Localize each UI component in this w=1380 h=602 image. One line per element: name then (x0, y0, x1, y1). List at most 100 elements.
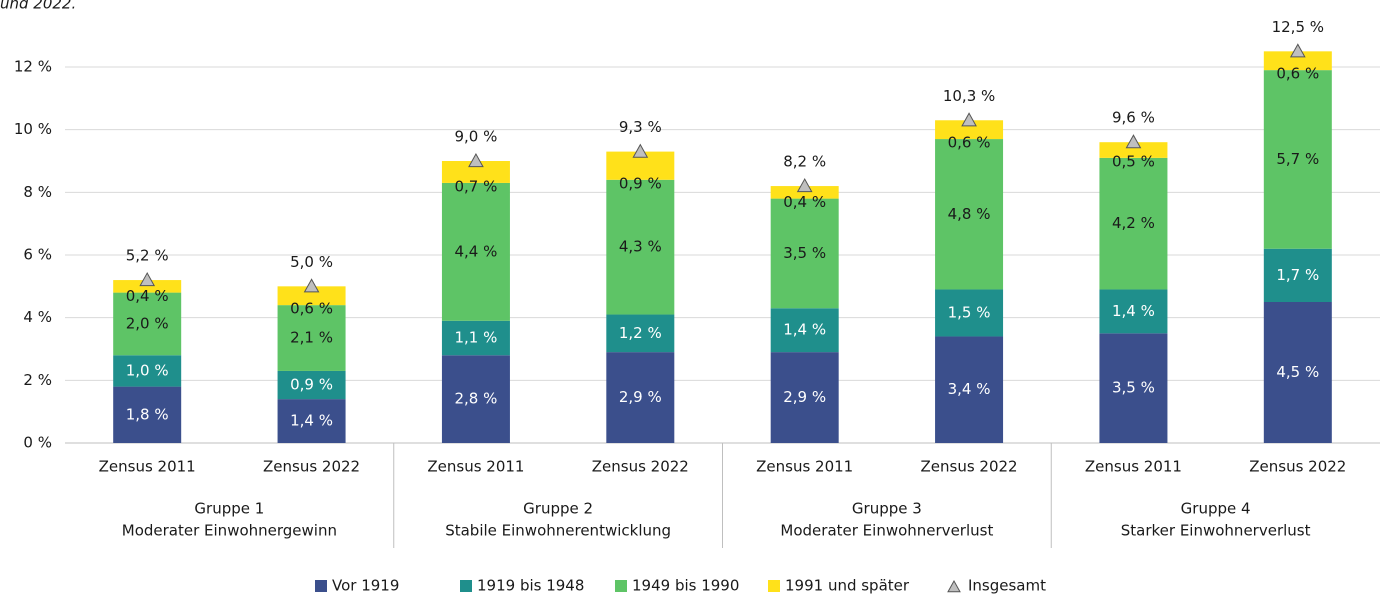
legend-swatch (460, 580, 472, 592)
x-tick-label: Zensus 2022 (921, 458, 1018, 476)
legend-label: 1991 und später (785, 577, 910, 595)
total-marker (632, 143, 649, 158)
bar-segment (441, 161, 510, 183)
legend-swatch (768, 580, 780, 592)
data-label: 2,9 % (783, 388, 826, 406)
y-tick-label: 4 % (23, 308, 52, 326)
x-tick-label: Zensus 2011 (1085, 458, 1182, 476)
bar-segment (606, 352, 675, 443)
bar-segment (1099, 142, 1168, 158)
bar-segment (770, 352, 839, 443)
total-marker (961, 112, 977, 127)
bar-segment (113, 280, 182, 293)
y-tick-label: 8 % (23, 183, 52, 201)
data-label: 0,4 % (783, 193, 826, 211)
bar-segment (277, 286, 346, 306)
bar-segment (441, 355, 510, 443)
bar-segment (1263, 302, 1332, 443)
data-label: 0,6 % (948, 134, 991, 152)
bar-segment (606, 314, 675, 353)
bar-segment (1099, 157, 1168, 290)
total-marker (468, 152, 484, 168)
data-label: 3,4 % (948, 380, 991, 398)
x-tick-label: Zensus 2011 (756, 458, 853, 476)
total-marker (796, 178, 813, 193)
data-label: 3,5 % (783, 244, 826, 262)
bar-segment (935, 289, 1004, 337)
data-label: 1,4 % (1112, 302, 1155, 320)
data-label: 2,8 % (454, 390, 497, 408)
y-tick-label: 12 % (14, 58, 52, 76)
total-marker (139, 272, 156, 287)
data-label: 0,9 % (290, 376, 333, 394)
group-label: Starker Einwohnerverlust (1121, 522, 1311, 540)
total-marker (303, 278, 320, 293)
data-label: 4,4 % (454, 242, 497, 260)
group-label: Gruppe 4 (1181, 500, 1251, 518)
data-label: 0,4 % (126, 287, 169, 305)
data-label: 3,5 % (1112, 379, 1155, 397)
total-label: 5,2 % (126, 247, 169, 265)
total-label: 8,2 % (783, 153, 826, 171)
data-label: 1,4 % (783, 321, 826, 339)
group-label: Stabile Einwohnerentwicklung (445, 522, 671, 540)
y-tick-label: 10 % (14, 120, 52, 138)
bar-segment (606, 179, 675, 315)
data-label: 0,7 % (454, 177, 497, 195)
total-marker (1289, 43, 1306, 58)
legend-marker (947, 579, 961, 593)
bar-segment (935, 120, 1004, 140)
data-label: 2,1 % (290, 329, 333, 347)
data-label: 5,7 % (1276, 150, 1319, 168)
total-label: 5,0 % (290, 253, 333, 271)
y-tick-label: 0 % (23, 434, 52, 452)
group-label: Gruppe 3 (852, 500, 922, 518)
bar-segment (770, 308, 839, 353)
data-label: 0,9 % (619, 174, 662, 192)
data-label: 1,4 % (290, 412, 333, 430)
bar-segment (113, 292, 182, 356)
total-label: 9,3 % (619, 118, 662, 136)
legend-label: 1949 bis 1990 (632, 577, 739, 595)
bar-segment (441, 182, 510, 321)
legend-swatch (615, 580, 627, 592)
bar-segment (1263, 248, 1332, 302)
data-label: 4,2 % (1112, 214, 1155, 232)
data-label: 1,5 % (948, 303, 991, 321)
data-label: 0,6 % (1276, 65, 1319, 83)
data-label: 0,5 % (1112, 152, 1155, 170)
group-label: Moderater Einwohnerverlust (780, 522, 993, 540)
legend-label: Vor 1919 (332, 577, 399, 595)
x-tick-label: Zensus 2011 (427, 458, 524, 476)
bar-segment (277, 370, 346, 400)
y-tick-label: 2 % (23, 371, 52, 389)
bar-segment (441, 320, 510, 356)
bar-segment (277, 305, 346, 371)
legend-swatch (315, 580, 327, 592)
group-label: Gruppe 1 (194, 500, 264, 518)
data-label: 2,0 % (126, 314, 169, 332)
data-label: 4,8 % (948, 205, 991, 223)
total-label: 12,5 % (1272, 18, 1324, 36)
data-label: 4,5 % (1276, 363, 1319, 381)
bar-segment (1099, 289, 1168, 334)
bar-segment (1263, 51, 1332, 71)
bar-segment (1263, 70, 1332, 249)
total-marker (1125, 134, 1142, 149)
bar-segment (277, 399, 346, 443)
data-label: 1,8 % (126, 405, 169, 423)
legend-label: Insgesamt (968, 577, 1046, 595)
data-label: 2,9 % (619, 388, 662, 406)
bar-segment (770, 186, 839, 199)
x-tick-label: Zensus 2011 (99, 458, 196, 476)
data-label: 1,1 % (454, 329, 497, 347)
data-label: 0,6 % (290, 300, 333, 318)
bar-segment (770, 198, 839, 309)
x-tick-label: Zensus 2022 (1249, 458, 1346, 476)
chart-title: und 2022. (0, 0, 76, 13)
bar-segment (1099, 333, 1168, 443)
group-label: Moderater Einwohnergewinn (122, 522, 337, 540)
x-tick-label: Zensus 2022 (263, 458, 360, 476)
total-label: 9,0 % (454, 128, 497, 146)
